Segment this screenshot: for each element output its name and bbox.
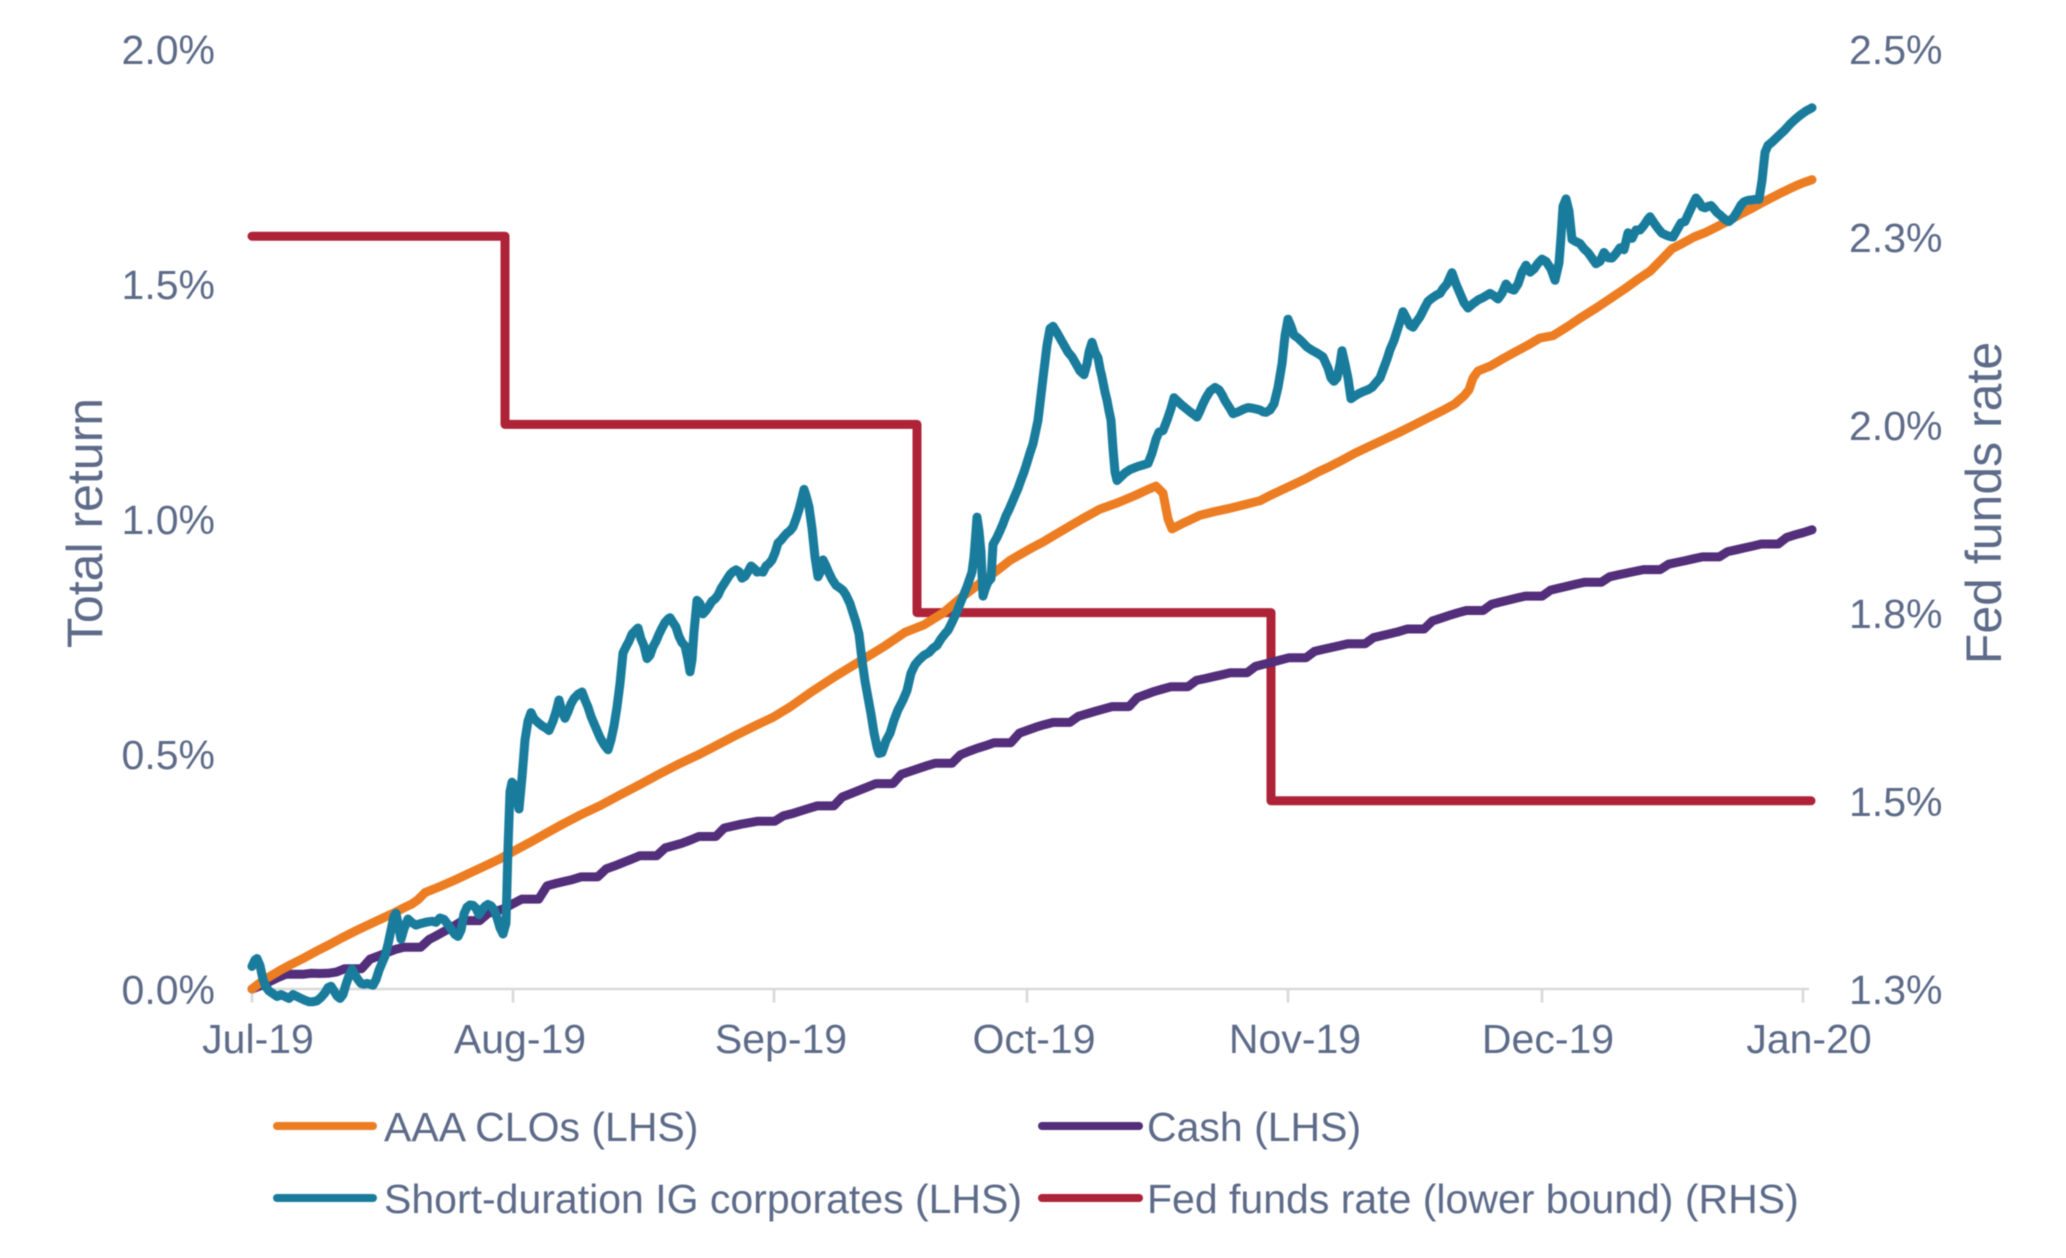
svg-text:Nov-19: Nov-19 xyxy=(1229,1016,1361,1062)
svg-text:2.5%: 2.5% xyxy=(1849,27,1942,73)
svg-text:AAA CLOs (LHS): AAA CLOs (LHS) xyxy=(384,1104,698,1150)
svg-text:1.5%: 1.5% xyxy=(1849,779,1942,825)
svg-text:Sep-19: Sep-19 xyxy=(715,1016,847,1062)
svg-text:Jan-20: Jan-20 xyxy=(1746,1016,1871,1062)
svg-text:1.8%: 1.8% xyxy=(1849,591,1942,637)
svg-text:1.0%: 1.0% xyxy=(122,497,215,543)
svg-text:Short-duration IG corporates (: Short-duration IG corporates (LHS) xyxy=(384,1176,1022,1222)
svg-text:1.3%: 1.3% xyxy=(1849,967,1942,1013)
svg-text:2.0%: 2.0% xyxy=(122,27,215,73)
svg-text:Oct-19: Oct-19 xyxy=(972,1016,1095,1062)
svg-text:2.3%: 2.3% xyxy=(1849,215,1942,261)
svg-text:2.0%: 2.0% xyxy=(1849,403,1942,449)
svg-text:Dec-19: Dec-19 xyxy=(1482,1016,1614,1062)
svg-text:0.0%: 0.0% xyxy=(122,967,215,1013)
svg-text:Total return: Total return xyxy=(57,398,113,648)
svg-text:Fed funds rate: Fed funds rate xyxy=(1956,342,2012,664)
svg-text:0.5%: 0.5% xyxy=(122,732,215,778)
svg-text:Aug-19: Aug-19 xyxy=(454,1016,586,1062)
svg-text:Jul-19: Jul-19 xyxy=(202,1016,314,1062)
svg-text:Cash (LHS): Cash (LHS) xyxy=(1147,1104,1361,1150)
svg-text:Fed funds rate (lower bound) (: Fed funds rate (lower bound) (RHS) xyxy=(1147,1176,1799,1222)
svg-text:1.5%: 1.5% xyxy=(122,262,215,308)
